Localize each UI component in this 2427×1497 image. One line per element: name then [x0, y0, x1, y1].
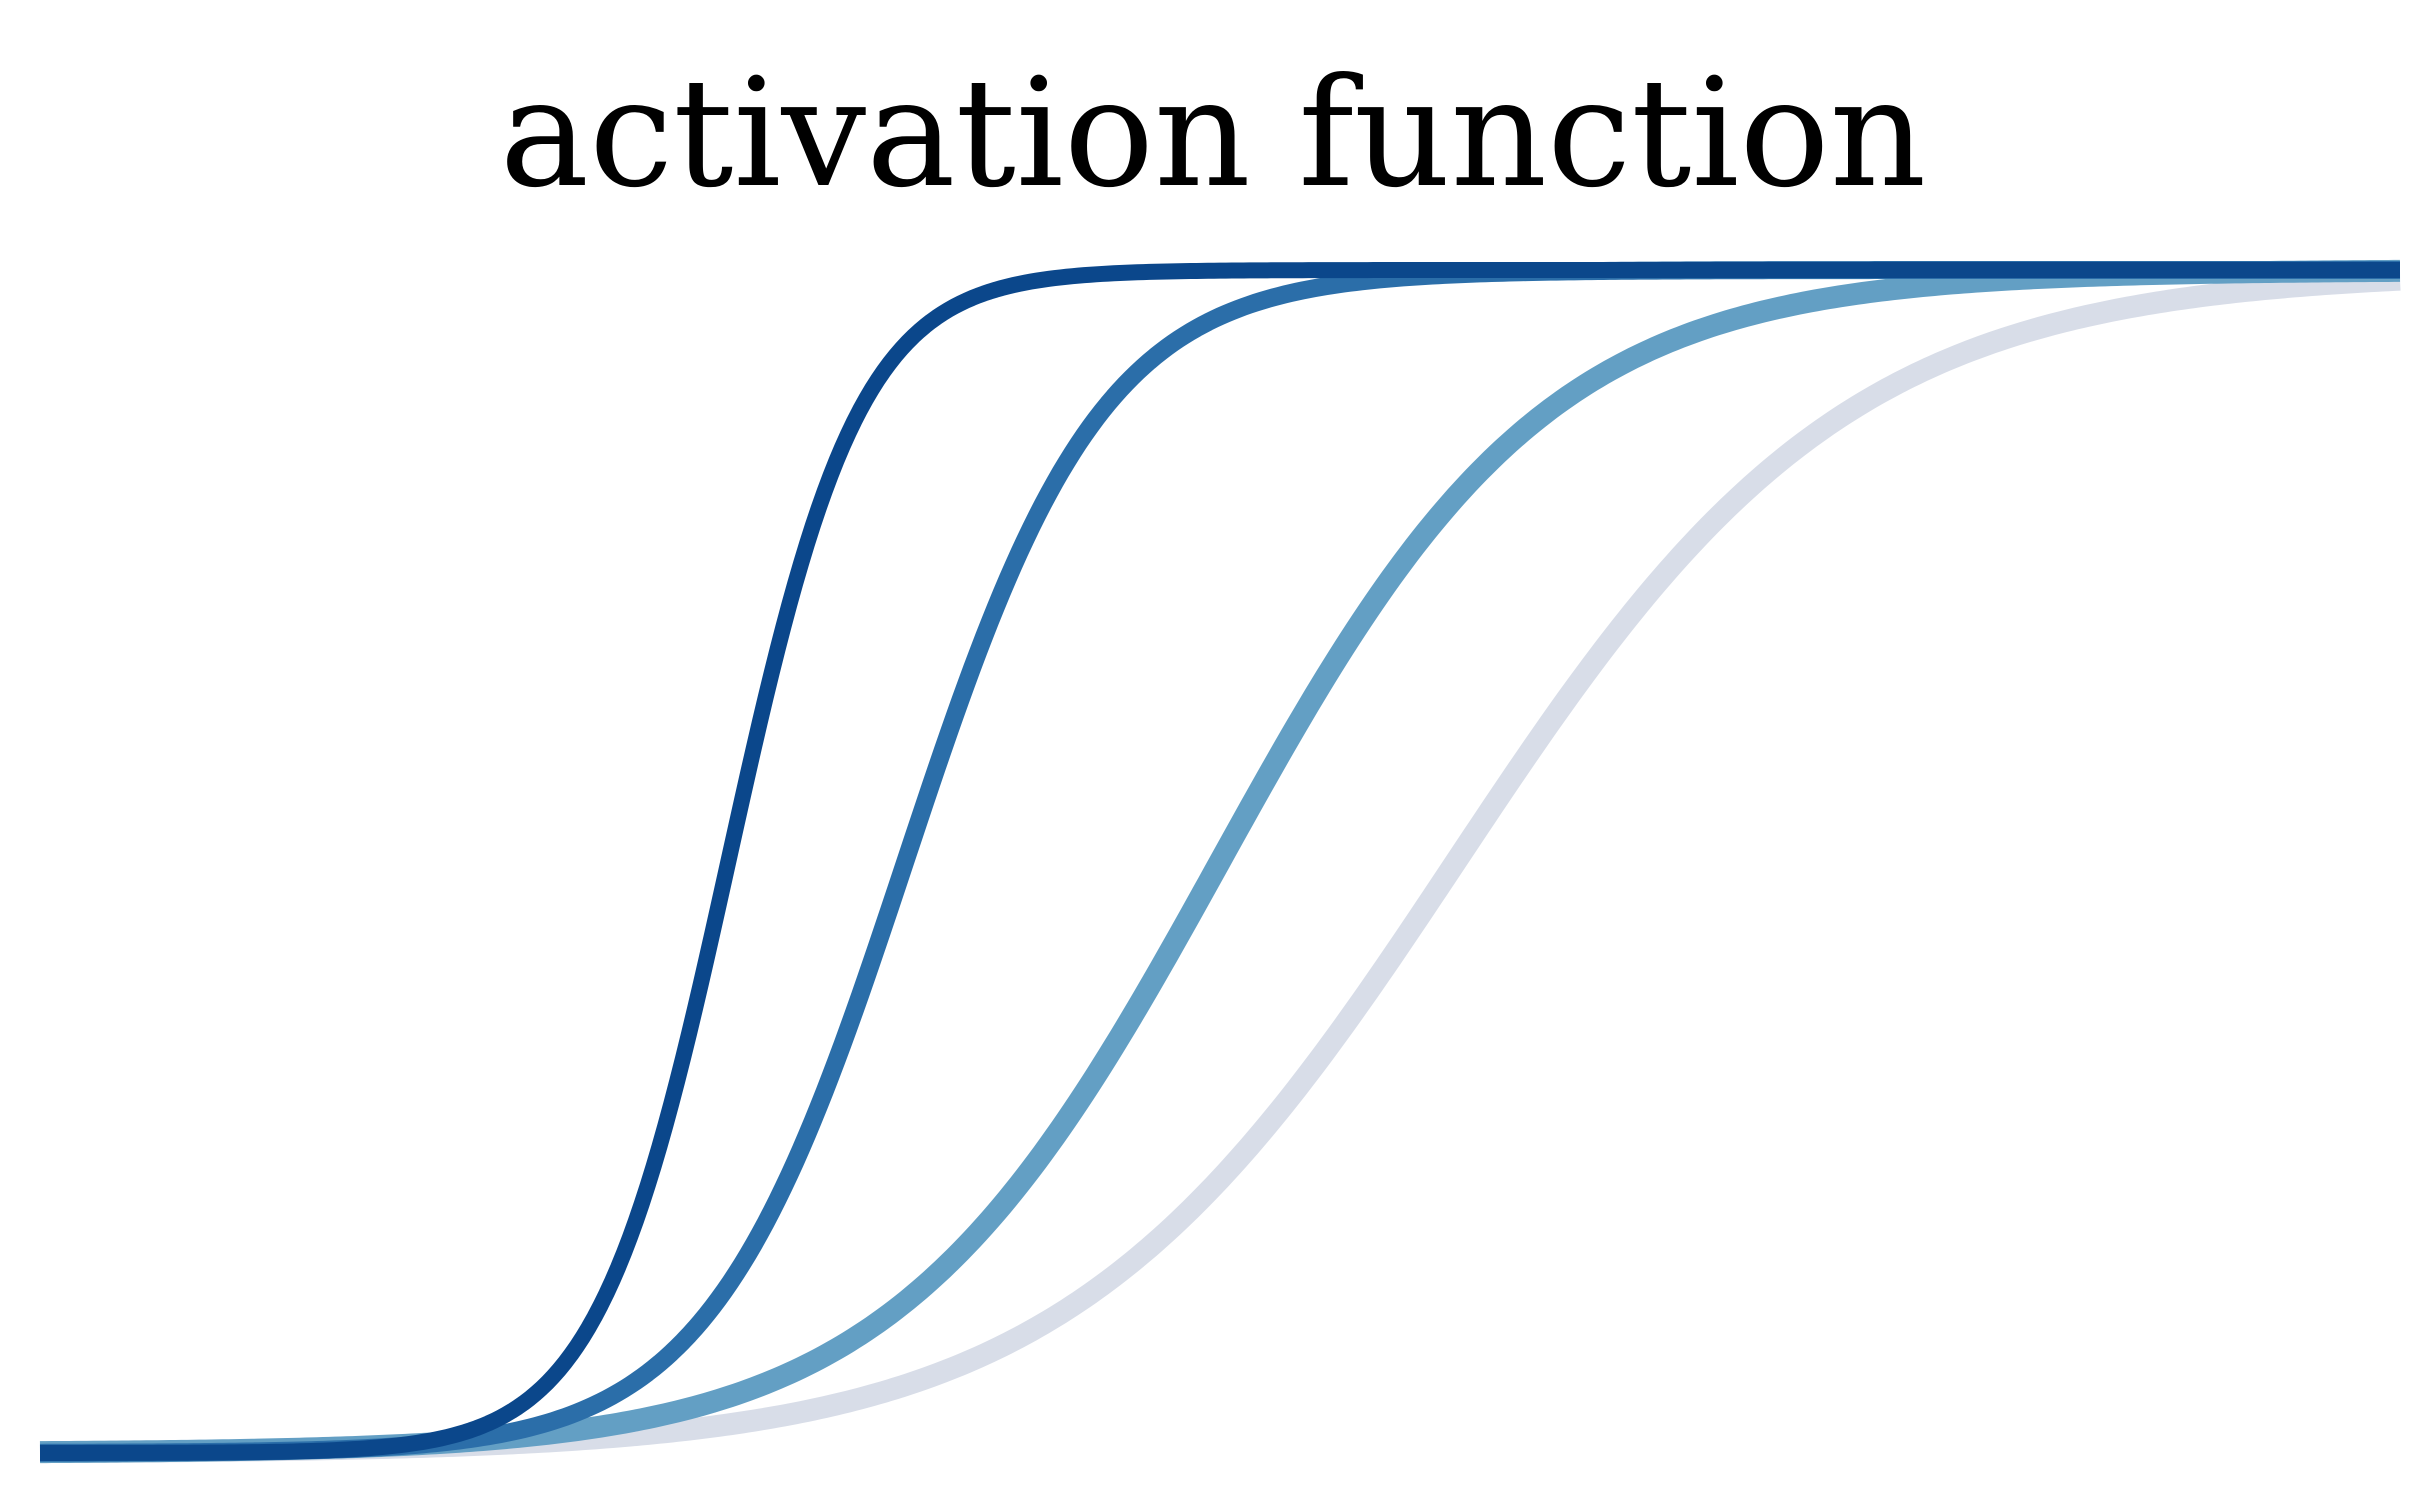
chart-title: activation function	[500, 47, 1927, 221]
sigmoid-curve-4	[37, 262, 2403, 1461]
sigmoid-curve-2	[34, 259, 2406, 1464]
series-group	[34, 259, 2406, 1464]
